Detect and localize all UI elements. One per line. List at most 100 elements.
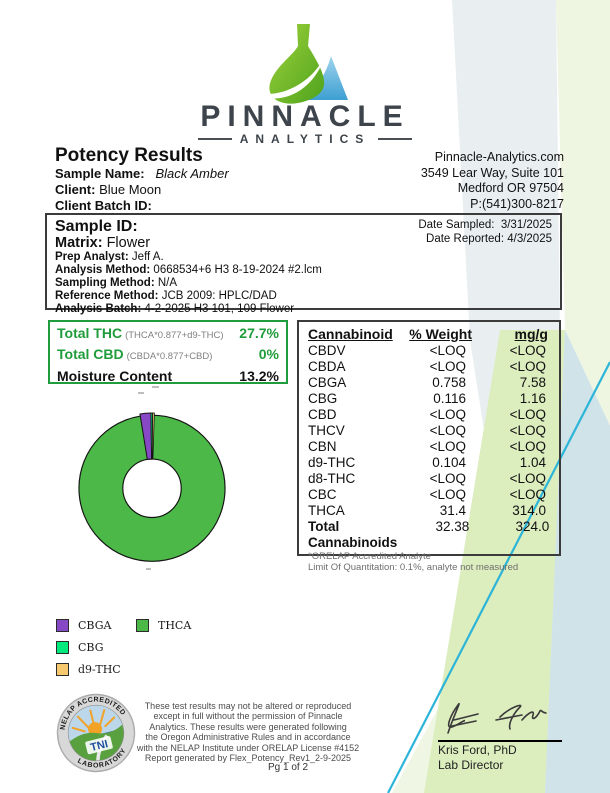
brand-subtitle: ANALYTICS: [0, 132, 610, 146]
cyan-diagonal-line: [387, 361, 610, 793]
field-label: Analysis Batch:: [55, 302, 142, 315]
table-footnotes: *ORELAP Accredited Analyte Limit Of Quan…: [308, 551, 550, 573]
badge-tni-text: TNI: [89, 738, 109, 754]
cell-mgg: 7.58: [519, 375, 546, 390]
table-header: Cannabinoid % Weight mg/g: [308, 326, 550, 343]
signature-block: Kris Ford, PhD Lab Director: [438, 693, 566, 772]
cell-analyte: THCV: [308, 423, 345, 438]
legend-item: THCA: [136, 614, 236, 636]
page-number: Pg 1 of 2: [268, 762, 309, 773]
table-body: CBDV <LOQ <LOQ CBDA <LOQ <LOQ CBGA 0.758…: [308, 343, 550, 519]
text-line: the Oregon Administrative Rules and in a…: [145, 732, 351, 743]
cell-weight: <LOQ: [429, 439, 466, 454]
cell-mgg: <LOQ: [509, 471, 546, 486]
legend-swatch: [56, 640, 69, 654]
sample-field-line: Sampling Method: N/A: [55, 277, 552, 290]
date-sampled-line: Date Sampled: 3/31/2025: [418, 219, 552, 233]
client-label: Client:: [55, 182, 96, 197]
text-line: 3549 Lear Way, Suite 101: [420, 165, 564, 180]
pie-tiny-label-mark: [138, 392, 144, 394]
col-header-cannabinoid: Cannabinoid: [308, 326, 393, 342]
logo: PINNACLE ANALYTICS: [0, 22, 610, 146]
totals-row: Total THC (THCA*0.877+d9-THC) 27.7%: [57, 324, 279, 345]
badge-tni-plate: [85, 736, 113, 755]
cell-mgg: 314.0: [512, 503, 546, 518]
sample-info-box: Sample ID: Matrix: Flower Prep Analyst: …: [45, 213, 562, 315]
sample-name-label: Sample Name:: [55, 166, 145, 181]
swoosh-blue-band: [545, 330, 610, 793]
sample-field-line: Analysis Method: 0668534+6 H3 8-19-2024 …: [55, 264, 552, 277]
text-line: Pinnacle-Analytics.com: [434, 150, 564, 164]
legend-item: d9-THC: [56, 658, 136, 680]
cannabinoid-table: Cannabinoid % Weight mg/g CBDV <LOQ <LOQ…: [297, 320, 561, 572]
table-row: CBN <LOQ <LOQ: [308, 439, 550, 455]
table-row: CBDV <LOQ <LOQ: [308, 343, 550, 359]
donut-hole: [122, 458, 182, 519]
date-sampled-value: 3/31/2025: [500, 219, 552, 231]
text-line: Analytics. These results were generated …: [149, 721, 347, 732]
text-line: Report generated by Flex_Potency_Rev1_2-…: [144, 753, 352, 764]
text-line: with the NELAP Institute under ORELAP Li…: [136, 742, 360, 753]
brand-rule-right: [378, 138, 413, 140]
client-value: Blue Moon: [99, 182, 162, 197]
text-line: except in full without the permission of…: [153, 711, 343, 722]
legend-label: CBGA: [78, 618, 112, 632]
tni-accreditation-badge: TNI NELAP ACCREDITED LABORATORY: [54, 690, 136, 775]
sample-id-label: Sample ID:: [55, 218, 138, 235]
cell-analyte: d9-THC: [308, 455, 356, 470]
swoosh-green-band: [424, 330, 565, 793]
table-row: d9-THC 0.104 1.04: [308, 455, 550, 471]
badge-sun: [88, 722, 103, 737]
cell-mgg: 1.16: [519, 391, 546, 406]
date-reported-line: Date Reported: 4/3/2025: [418, 233, 552, 247]
legend-item: CBG: [56, 636, 136, 658]
legend-swatch: [56, 618, 69, 632]
sample-field-line: Analysis Batch: 4-2-2025 H3 101, 109 Flo…: [55, 303, 552, 316]
table-row: CBG 0.116 1.16: [308, 391, 550, 407]
legend-label: CBG: [78, 640, 104, 654]
cell-weight: 0.116: [433, 391, 466, 406]
field-value: 4-2-2025 H3 101, 109 Flower: [144, 302, 295, 315]
client-batch-label: Client Batch ID:: [55, 198, 152, 213]
cell-analyte: CBN: [308, 439, 337, 454]
field-value: N/A: [157, 276, 178, 289]
totals-row: Total CBD (CBDA*0.877+CBD) 0%: [57, 345, 279, 366]
matrix-value: Flower: [106, 235, 151, 251]
cell-analyte: CBD: [308, 407, 337, 422]
table-row: CBDA <LOQ <LOQ: [308, 359, 550, 375]
legend-swatch: [136, 618, 149, 632]
totals-row: Moisture Content 13.2%: [57, 367, 279, 386]
field-value: 0668534+6 H3 8-19-2024 #2.lcm: [153, 263, 322, 276]
table-row: CBGA 0.758 7.58: [308, 375, 550, 391]
text-line: Medford OR 97504: [457, 181, 564, 195]
legend-label: d9-THC: [78, 662, 121, 676]
cell-weight: <LOQ: [429, 487, 466, 502]
cell-mgg: 1.04: [519, 455, 546, 470]
signature-rule: [438, 740, 562, 742]
cell-weight: 0.104: [432, 455, 466, 470]
field-label: Prep Analyst:: [55, 251, 129, 263]
total-cannabinoids-label: Total Cannabinoids: [308, 519, 398, 550]
cell-analyte: CBDA: [308, 359, 346, 374]
total-cannabinoids-weight: 32.38: [435, 519, 470, 534]
flask-icon: [265, 24, 348, 104]
cell-weight: <LOQ: [429, 407, 466, 422]
sample-field-line: Reference Method: JCB 2009: HPLC/DAD: [55, 290, 552, 303]
client-line: Client: Blue Moon: [55, 182, 385, 198]
sample-fields: Prep Analyst: Jeff A. Analysis Method: 0…: [55, 251, 552, 316]
cell-mgg: <LOQ: [509, 343, 546, 358]
cell-analyte: d8-THC: [308, 471, 356, 486]
cell-weight: <LOQ: [429, 359, 466, 374]
totals-value: 13.2%: [239, 367, 279, 384]
pie-tiny-label-mark: [146, 568, 151, 570]
disclaimer-text: These test results may not be altered or…: [128, 701, 368, 763]
col-header-mgg: mg/g: [514, 326, 548, 342]
cell-weight: 0.758: [432, 375, 466, 390]
cell-mgg: <LOQ: [509, 407, 546, 422]
text-line: *ORELAP Accredited Analyte: [308, 551, 431, 562]
cell-weight: <LOQ: [429, 343, 466, 358]
logo-flask-body: [269, 24, 325, 104]
totals-label: Total CBD: [57, 346, 124, 363]
report-header: Potency Results Sample Name: Black Amber…: [55, 146, 385, 214]
